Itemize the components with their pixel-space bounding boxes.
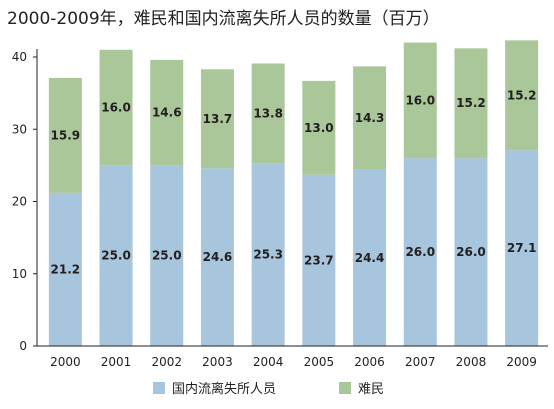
- plot-area: 0 10 20 30 40 21.2 15.9 2000 25.0 16.0 2001 25.0 14.…: [12, 40, 548, 369]
- bar-segment: [505, 40, 539, 151]
- x-tick-label: 2000: [50, 355, 81, 369]
- bar-segment: [99, 165, 133, 346]
- y-tick-label: 10: [12, 267, 27, 281]
- chart-title: 2000-2009年，难民和国内流离失所人员的数量（百万）: [7, 9, 440, 29]
- bar-segment: [48, 77, 82, 193]
- bar-segment: [200, 69, 234, 169]
- data-label: 13.7: [203, 112, 233, 126]
- x-tick-label: 2005: [304, 355, 335, 369]
- bar-segment: [302, 174, 336, 346]
- data-label: 14.6: [152, 106, 182, 120]
- y-tick-label: 30: [12, 122, 27, 136]
- data-label: 16.0: [405, 93, 435, 107]
- x-tick-label: 2004: [253, 355, 284, 369]
- legend-label: 难民: [358, 382, 384, 397]
- bar-segment: [454, 158, 488, 346]
- data-label: 27.1: [507, 241, 537, 255]
- x-tick-label: 2009: [506, 355, 537, 369]
- bar-segment: [200, 168, 234, 346]
- data-label: 23.7: [304, 253, 334, 267]
- legend-swatch: [339, 382, 351, 394]
- legend-swatch: [153, 382, 165, 394]
- x-tick-label: 2007: [405, 355, 436, 369]
- bar-segment: [505, 150, 539, 346]
- x-tick-label: 2002: [151, 355, 182, 369]
- bar-segment: [48, 192, 82, 346]
- bar-segment: [403, 42, 437, 159]
- bar-segment: [454, 48, 488, 159]
- y-tick-label: 20: [12, 195, 27, 209]
- bar-segment: [302, 80, 336, 175]
- data-label: 13.8: [253, 106, 283, 120]
- legend-label: 国内流离失所人员: [172, 381, 276, 397]
- bar-segment: [150, 165, 184, 346]
- y-tick-label: 0: [19, 339, 27, 353]
- data-label: 14.3: [355, 111, 385, 125]
- bar-segment: [251, 63, 285, 164]
- data-label: 24.6: [203, 250, 233, 264]
- x-tick-label: 2008: [456, 355, 487, 369]
- data-label: 25.3: [253, 248, 283, 262]
- bar-segment: [403, 158, 437, 346]
- data-label: 15.2: [456, 96, 486, 110]
- x-tick-label: 2006: [354, 355, 385, 369]
- y-tick-label: 40: [12, 50, 27, 64]
- data-label: 24.4: [355, 251, 385, 265]
- bar-segment: [99, 49, 133, 166]
- data-label: 26.0: [405, 245, 435, 259]
- data-label: 26.0: [456, 245, 486, 259]
- bar-segment: [353, 169, 387, 346]
- bar-segment: [353, 66, 387, 170]
- bar-segment: [150, 59, 184, 166]
- x-tick-label: 2001: [101, 355, 132, 369]
- data-label: 16.0: [101, 101, 131, 115]
- data-label: 15.9: [51, 128, 81, 142]
- bar-segment: [251, 163, 285, 346]
- data-label: 15.2: [507, 88, 537, 102]
- legend: 国内流离失所人员 难民: [153, 381, 384, 397]
- data-label: 21.2: [51, 262, 81, 276]
- data-label: 13.0: [304, 121, 334, 135]
- data-label: 25.0: [152, 249, 182, 263]
- data-label: 25.0: [101, 249, 131, 263]
- x-tick-label: 2003: [202, 355, 233, 369]
